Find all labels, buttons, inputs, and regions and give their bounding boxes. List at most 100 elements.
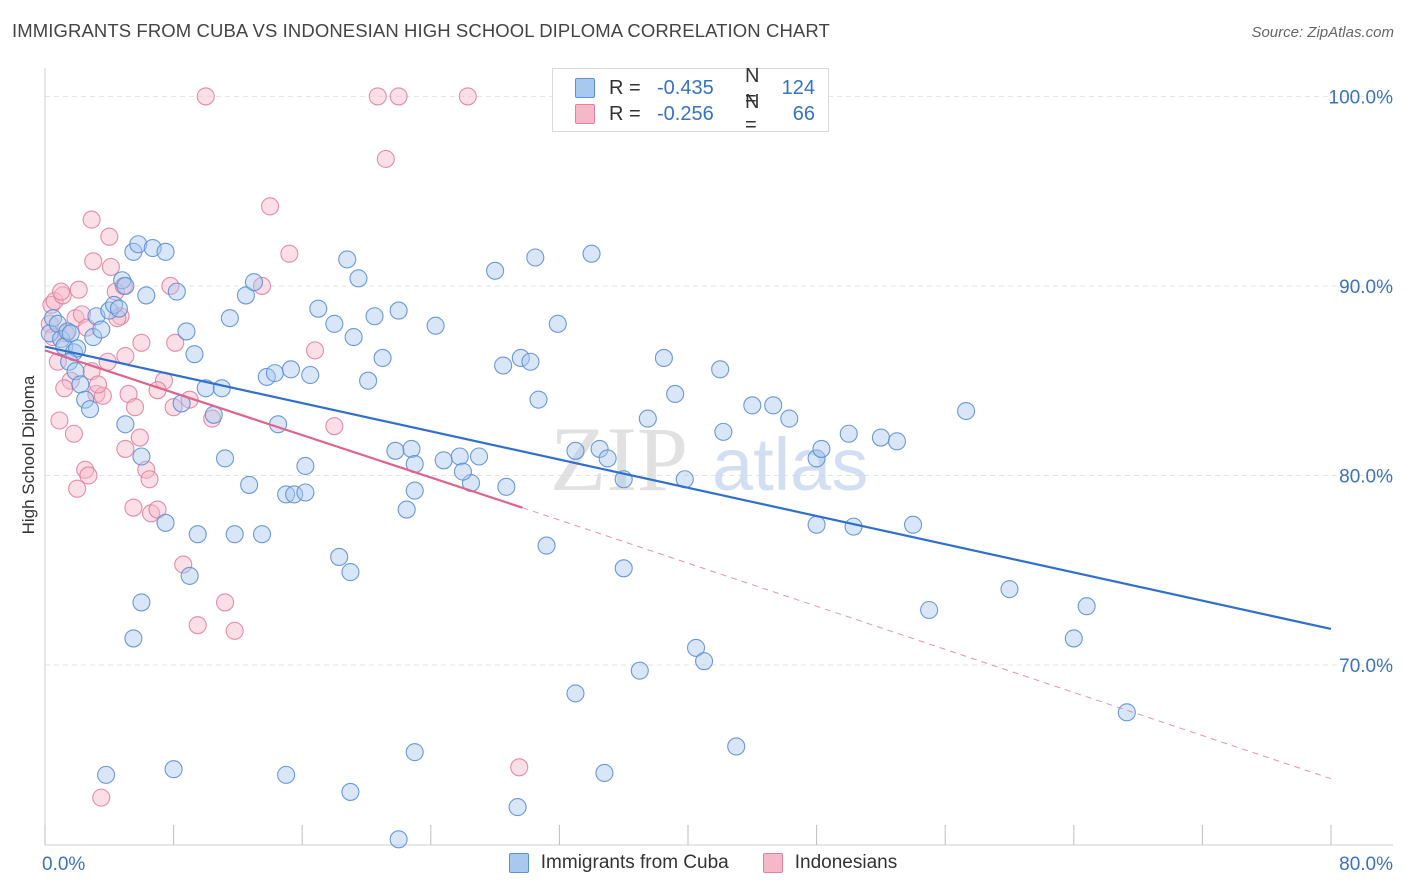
indonesians-point	[52, 282, 71, 301]
cuba-point	[338, 250, 357, 269]
cuba-point	[743, 396, 762, 415]
stats-legend: R = -0.435 N = 124 R = -0.256 N = 66	[552, 65, 829, 136]
x-tick-label: 0.0%	[42, 854, 85, 875]
cuba-point	[812, 439, 831, 458]
cuba-point	[871, 428, 890, 447]
cuba-point	[365, 307, 384, 326]
cuba-point	[43, 309, 63, 328]
cuba-point	[887, 432, 907, 451]
cuba-point	[285, 485, 304, 504]
cuba-point	[566, 684, 585, 703]
cuba-point	[508, 798, 527, 817]
cuba-point	[109, 299, 128, 318]
cuba-point	[196, 379, 215, 398]
cuba-point	[215, 449, 235, 468]
cuba-point	[185, 345, 204, 364]
indonesians-point	[132, 333, 151, 352]
cuba-point	[113, 271, 132, 290]
indonesians-legend-swatch	[762, 853, 783, 873]
cuba-point	[129, 235, 148, 254]
cuba-point	[426, 316, 445, 335]
cuba-point	[344, 328, 363, 347]
cuba-point	[807, 515, 826, 534]
y-tick-labels: 70.0% 80.0% 90.0% 100.0%	[1329, 87, 1394, 677]
cuba-point	[537, 536, 556, 555]
cuba-point	[582, 244, 601, 263]
indonesians-point	[280, 244, 299, 263]
n-key: N =	[745, 91, 760, 136]
n-value: 66	[792, 102, 815, 125]
cuba-point	[389, 301, 408, 320]
y-tick-label: 100.0%	[1329, 87, 1394, 108]
r-value: -0.435	[657, 76, 714, 99]
cuba-point	[301, 365, 320, 385]
indonesians-point	[188, 616, 207, 635]
cuba-point	[330, 547, 349, 566]
r-key: R =	[609, 102, 641, 125]
cuba-point	[137, 286, 156, 305]
cuba-point	[434, 451, 453, 470]
indonesians-point	[87, 384, 106, 404]
cuba-point	[727, 737, 746, 756]
cuba-point	[486, 261, 505, 280]
cuba-point	[277, 765, 296, 784]
cuba-point	[695, 652, 714, 671]
indonesians-point	[325, 417, 344, 436]
cuba-point	[1077, 597, 1096, 616]
cuba-point	[236, 286, 255, 305]
indonesians-point	[64, 424, 83, 443]
cuba-point	[807, 449, 826, 468]
cuba-point	[1064, 629, 1083, 648]
indonesians-point	[116, 439, 135, 458]
axes	[44, 68, 1393, 846]
cuba-point	[566, 441, 585, 460]
x-tick-labels: 0.0% 80.0%	[42, 854, 1393, 875]
cuba-point	[654, 348, 673, 368]
indonesians-point	[84, 252, 103, 271]
cuba-point	[397, 500, 416, 519]
cuba-point	[548, 314, 567, 333]
indonesians-point	[100, 227, 119, 246]
gridlines	[45, 95, 1393, 666]
indonesians-point	[376, 149, 395, 169]
legend-item-cuba: Immigrants from Cuba	[508, 852, 729, 874]
cuba-point	[711, 360, 730, 379]
cuba-point	[598, 449, 617, 468]
cuba-swatch	[575, 78, 595, 98]
cuba-point	[48, 314, 67, 333]
cuba-point	[71, 375, 90, 394]
series-legend: Immigrants from Cuba Indonesians	[0, 852, 1406, 874]
cuba-point	[453, 462, 473, 481]
cuba-point	[764, 396, 783, 415]
cuba-point	[132, 447, 151, 466]
chart-title: IMMIGRANTS FROM CUBA VS INDONESIAN HIGH …	[12, 20, 830, 41]
cuba-point	[839, 424, 858, 443]
indonesians-point	[260, 197, 280, 216]
cuba-point	[529, 390, 548, 409]
indonesians-point	[93, 386, 112, 405]
cuba-point	[1117, 703, 1136, 722]
indonesians-point	[61, 371, 80, 390]
cuba-point	[61, 324, 80, 343]
r-value: -0.256	[657, 102, 714, 125]
cuba-trend-line	[44, 345, 1332, 631]
legend-item-indonesians: Indonesians	[762, 852, 898, 874]
cuba-point	[497, 477, 516, 496]
y-tick-label: 70.0%	[1339, 656, 1393, 677]
indonesians-point	[166, 333, 185, 352]
n-value: 124	[781, 76, 815, 99]
legend-label-indonesians: Indonesians	[794, 852, 898, 873]
indonesians-point	[50, 411, 69, 430]
cuba-point	[167, 282, 186, 301]
cuba-point	[714, 422, 733, 441]
indonesians-point	[389, 87, 408, 106]
cuba-point	[164, 760, 183, 779]
y-tick-label: 90.0%	[1339, 277, 1393, 298]
cuba-point	[177, 322, 196, 341]
indonesians-point	[458, 87, 477, 106]
cuba-point	[780, 409, 799, 428]
cuba-point	[511, 348, 530, 368]
indonesians-point	[79, 466, 98, 485]
cuba-point	[686, 638, 706, 657]
